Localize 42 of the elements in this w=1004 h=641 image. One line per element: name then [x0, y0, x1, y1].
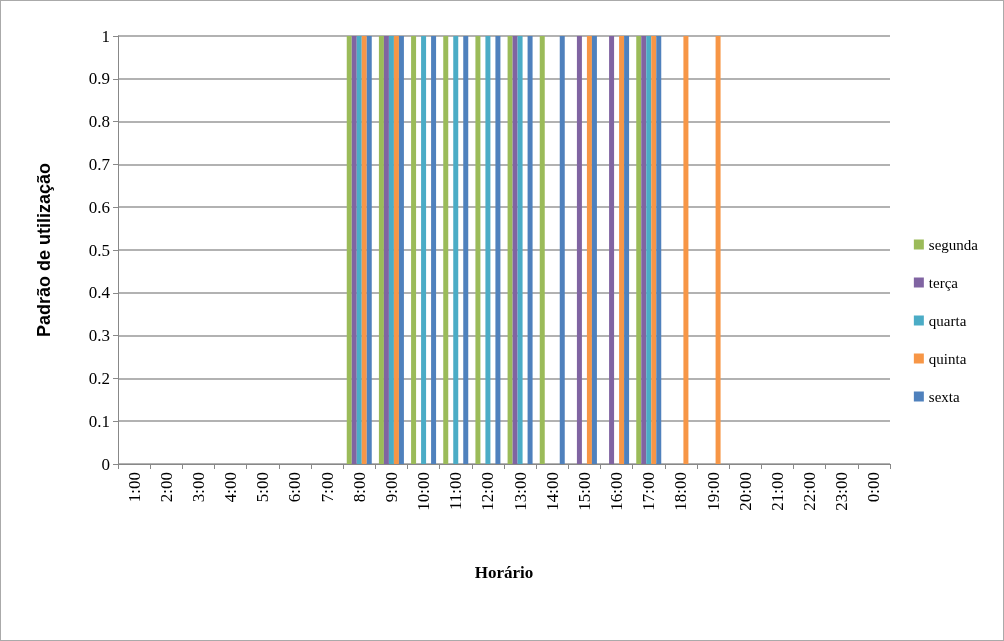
- legend-label: segunda: [928, 236, 979, 253]
- x-tick-label: 7:00: [317, 472, 337, 503]
- y-tick-label: 0.4: [88, 283, 111, 303]
- y-tick-label: 0.5: [88, 240, 110, 260]
- x-tick-label: 3:00: [188, 472, 208, 503]
- legend-label: quarta: [928, 312, 967, 329]
- x-tick-label: 20:00: [735, 472, 755, 511]
- y-tick-label: 0.7: [88, 154, 111, 174]
- x-tick-label: 1:00: [124, 472, 144, 503]
- x-tick-label: 14:00: [542, 472, 562, 511]
- x-axis-title: Horário: [474, 563, 534, 582]
- legend-label: sexta: [928, 388, 961, 405]
- x-tick-label: 12:00: [478, 472, 498, 511]
- x-tick-label: 5:00: [253, 472, 273, 503]
- x-tick-label: 15:00: [574, 472, 594, 511]
- x-tick-label: 6:00: [285, 472, 305, 503]
- y-tick-label: 0.6: [88, 197, 110, 217]
- y-tick-label: 1: [101, 26, 110, 46]
- y-tick-label: 0.8: [88, 112, 110, 132]
- x-tick-label: 2:00: [156, 472, 176, 503]
- x-tick-label: 10:00: [414, 472, 434, 511]
- x-tick-label: 17:00: [639, 472, 659, 511]
- x-tick-label: 18:00: [671, 472, 691, 511]
- x-tick-label: 4:00: [221, 472, 241, 503]
- y-tick-label: 0.9: [88, 69, 110, 89]
- legend-label: quinta: [928, 350, 967, 367]
- y-tick-label: 0.3: [88, 326, 110, 346]
- x-tick-label: 22:00: [800, 472, 820, 511]
- x-tick-label: 9:00: [381, 472, 401, 503]
- y-tick-label: 0.1: [88, 411, 110, 431]
- x-tick-label: 19:00: [703, 472, 723, 511]
- x-tick-label: 11:00: [446, 472, 466, 511]
- x-tick-label: 16:00: [607, 472, 627, 511]
- y-tick-label: 0: [101, 454, 110, 474]
- legend-label: terça: [928, 274, 959, 291]
- y-axis-title: Padrão de utilização: [34, 162, 54, 338]
- x-tick-label: 21:00: [767, 472, 787, 511]
- y-tick-label: 0.2: [88, 368, 110, 388]
- x-tick-label: 13:00: [510, 472, 530, 511]
- x-tick-label: 8:00: [349, 472, 369, 503]
- x-tick-label: 23:00: [832, 472, 852, 511]
- x-tick-label: 0:00: [864, 472, 884, 503]
